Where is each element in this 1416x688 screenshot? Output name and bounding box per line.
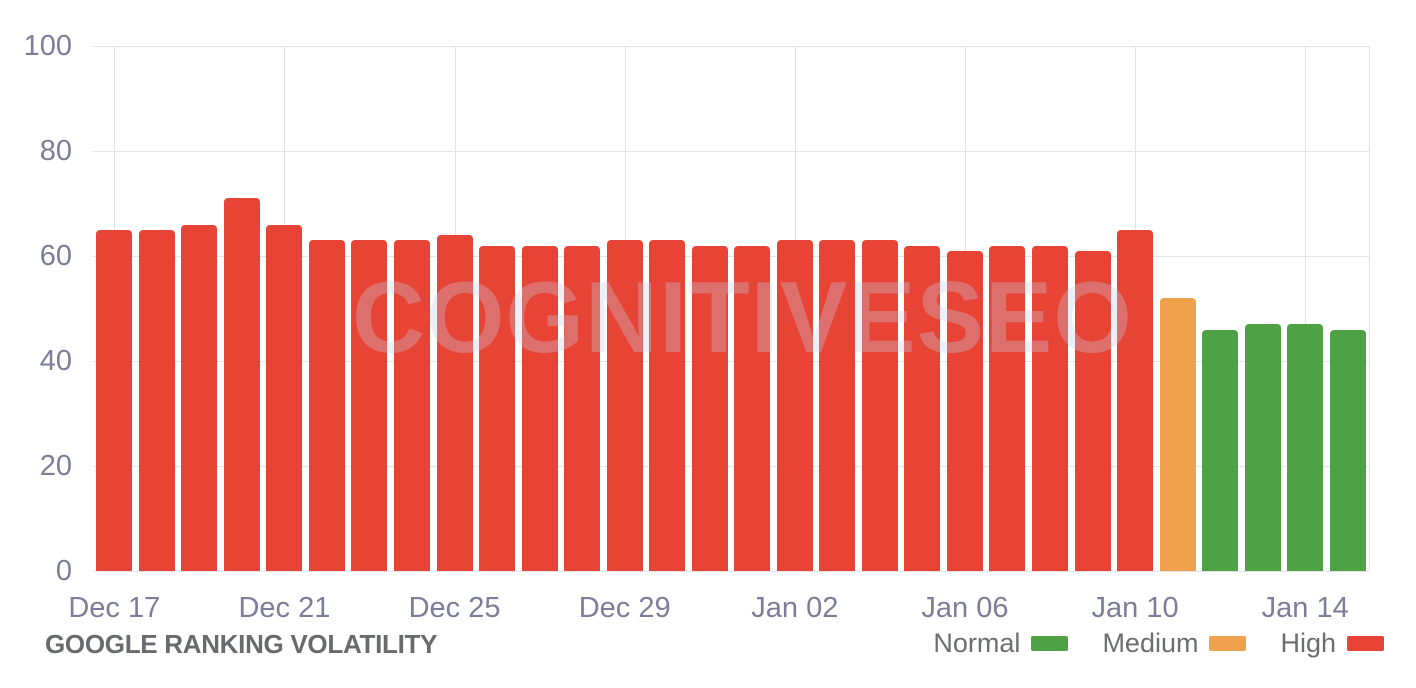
- volatility-bar[interactable]: [904, 245, 941, 571]
- volatility-bar[interactable]: [351, 240, 388, 571]
- y-axis-label: 60: [39, 240, 72, 272]
- y-axis-label: 80: [39, 135, 72, 167]
- x-axis-label: Jan 10: [1091, 592, 1179, 624]
- y-axis-label: 20: [39, 450, 72, 482]
- legend-item-high: High: [1280, 630, 1384, 657]
- legend-label: High: [1280, 628, 1336, 658]
- volatility-bar[interactable]: [266, 224, 303, 571]
- volatility-bar[interactable]: [138, 229, 175, 571]
- volatility-bar[interactable]: [1159, 298, 1196, 571]
- volatility-bar[interactable]: [479, 245, 516, 571]
- volatility-bar[interactable]: [564, 245, 601, 571]
- volatility-bar[interactable]: [1202, 329, 1239, 571]
- volatility-bar[interactable]: [734, 245, 771, 571]
- volatility-bar[interactable]: [223, 198, 260, 571]
- plot-right-border: [1369, 46, 1370, 571]
- x-axis-label: Dec 21: [238, 592, 331, 624]
- legend-swatch-normal: [1031, 636, 1069, 651]
- h-gridline: [93, 571, 1369, 572]
- y-axis-label: 0: [55, 555, 72, 587]
- y-axis-label: 100: [23, 30, 72, 62]
- x-axis-label: Dec 17: [68, 592, 161, 624]
- h-gridline: [93, 256, 1369, 257]
- volatility-bar[interactable]: [436, 235, 473, 571]
- volatility-bar[interactable]: [308, 240, 345, 571]
- h-gridline: [93, 46, 1369, 47]
- volatility-bar[interactable]: [521, 245, 558, 571]
- chart-title: GOOGLE RANKING VOLATILITY: [45, 629, 438, 659]
- volatility-bar[interactable]: [776, 240, 813, 571]
- h-gridline: [93, 151, 1369, 152]
- volatility-bar[interactable]: [989, 245, 1026, 571]
- volatility-bar[interactable]: [1287, 324, 1324, 571]
- y-axis-label: 40: [39, 345, 72, 377]
- volatility-bar[interactable]: [394, 240, 430, 571]
- volatility-bar[interactable]: [649, 240, 686, 571]
- volatility-bar[interactable]: [861, 240, 898, 571]
- legend-item-normal: Normal: [933, 628, 1069, 658]
- volatility-bar[interactable]: [96, 229, 133, 571]
- h-gridline: [93, 361, 1369, 362]
- volatility-bar[interactable]: [606, 240, 643, 571]
- legend-swatch-medium: [1209, 636, 1247, 651]
- volatility-bar[interactable]: [181, 224, 218, 571]
- legend-swatch-high: [1347, 636, 1384, 651]
- legend-label: Medium: [1102, 628, 1199, 658]
- volatility-bar[interactable]: [1074, 250, 1111, 571]
- legend-item-medium: Medium: [1102, 628, 1247, 658]
- volatility-bar[interactable]: [819, 240, 856, 571]
- x-axis-label: Jan 02: [751, 592, 839, 624]
- x-axis-label: Jan 14: [1261, 592, 1349, 624]
- volatility-bar[interactable]: [1032, 245, 1068, 571]
- legend: Normal Medium High: [933, 630, 1384, 657]
- volatility-bar[interactable]: [1329, 329, 1366, 571]
- v-gridline: [1305, 46, 1307, 571]
- volatility-bar[interactable]: [1117, 229, 1154, 571]
- volatility-bar[interactable]: [1244, 324, 1281, 571]
- x-axis-label: Dec 29: [578, 592, 671, 624]
- volatility-bar[interactable]: [946, 250, 983, 571]
- volatility-bar[interactable]: [691, 245, 728, 571]
- h-gridline: [93, 466, 1369, 467]
- x-axis-label: Dec 25: [408, 592, 501, 624]
- legend-label: Normal: [933, 628, 1021, 658]
- x-axis-label: Jan 06: [921, 592, 1009, 624]
